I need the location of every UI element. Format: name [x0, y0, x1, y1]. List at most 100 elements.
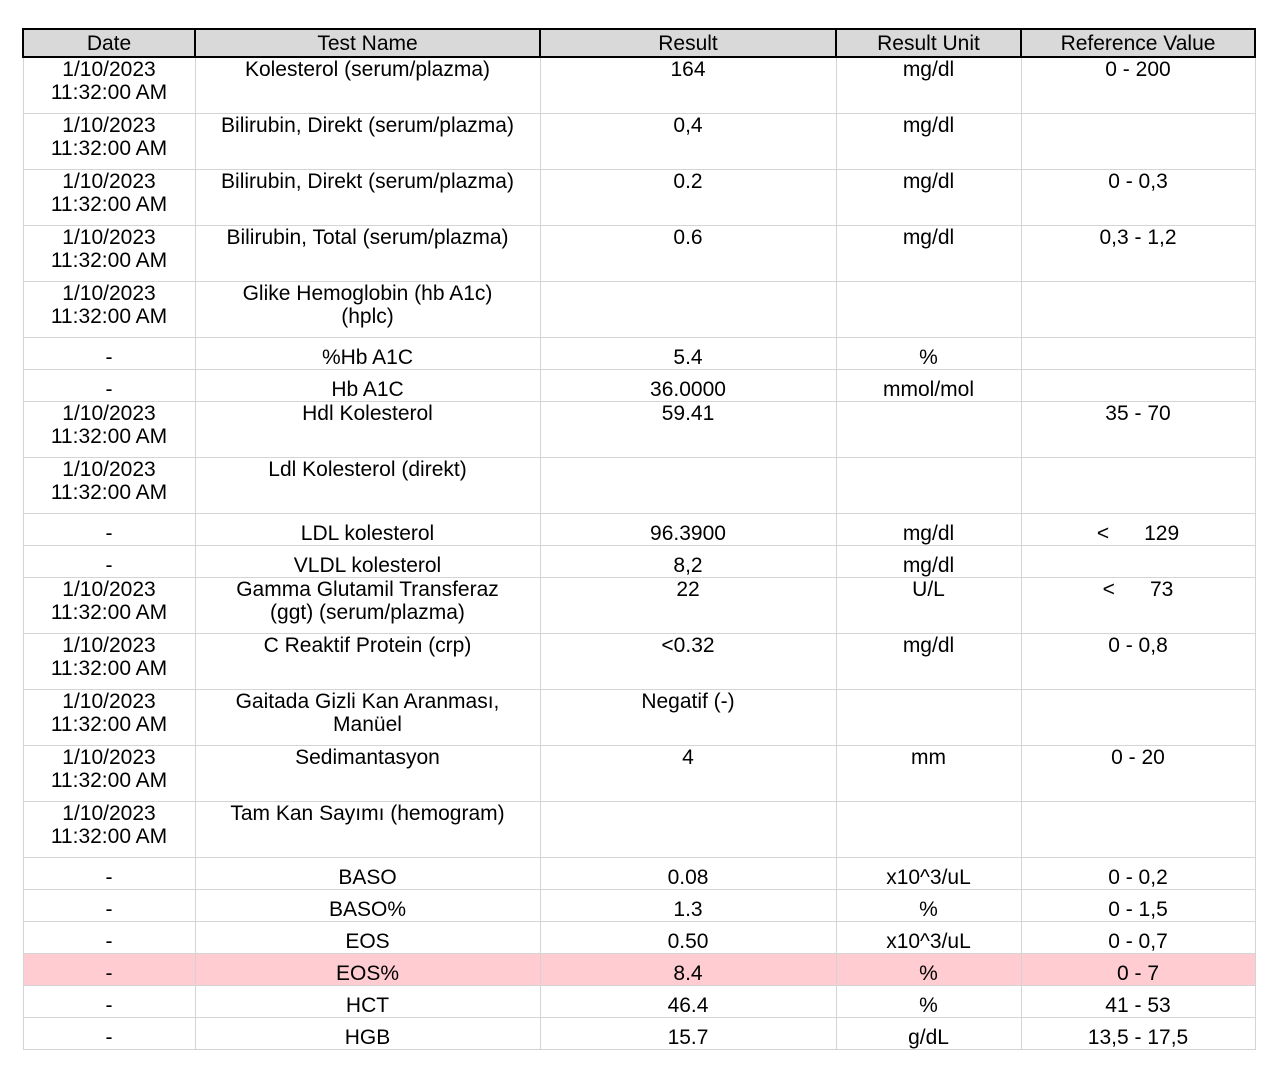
cell-result-unit: %	[835, 953, 1022, 986]
cell-test-name: Glike Hemoglobin (hb A1c) (hplc)	[194, 281, 541, 338]
table-row: - HCT 46.4% 41 - 53	[22, 985, 1256, 1018]
cell-date: -	[22, 985, 196, 1018]
cell-reference-value: 0 - 0,2	[1020, 857, 1256, 890]
cell-result: 8,2	[539, 545, 837, 578]
cell-result: 164	[539, 56, 837, 114]
cell-date: -	[22, 545, 196, 578]
column-header-test-name[interactable]: Test Name	[194, 28, 541, 58]
cell-result: 15.7	[539, 1017, 837, 1050]
cell-test-name: Bilirubin, Direkt (serum/plazma)	[194, 113, 541, 170]
column-header-reference-value[interactable]: Reference Value	[1020, 28, 1256, 58]
table-row: 1/10/2023 11:32:00 AM Glike Hemoglobin (h…	[22, 281, 1256, 338]
cell-test-name: HGB	[194, 1017, 541, 1050]
cell-date: 1/10/2023 11:32:00 AM	[22, 801, 196, 858]
cell-date: 1/10/2023 11:32:00 AM	[22, 745, 196, 802]
cell-test-name: Gaitada Gizli Kan Aranması, Manüel	[194, 689, 541, 746]
cell-reference-value	[1020, 689, 1256, 746]
table-row: - EOS 0.50 x10^3/uL 0 - 0,7	[22, 921, 1256, 954]
cell-result: 0,4	[539, 113, 837, 170]
cell-date: 1/10/2023 11:32:00 AM	[22, 225, 196, 282]
cell-result-unit	[835, 689, 1022, 746]
cell-date: -	[22, 921, 196, 954]
cell-date: -	[22, 337, 196, 370]
cell-result-unit: mm	[835, 745, 1022, 802]
cell-reference-value: 13,5 - 17,5	[1020, 1017, 1256, 1050]
cell-test-name: Ldl Kolesterol (direkt)	[194, 457, 541, 514]
cell-date: 1/10/2023 11:32:00 AM	[22, 56, 196, 114]
cell-reference-value: 35 - 70	[1020, 401, 1256, 458]
cell-date: -	[22, 369, 196, 402]
cell-date: -	[22, 953, 196, 986]
cell-result-unit: %	[835, 337, 1022, 370]
column-header-result[interactable]: Result	[539, 28, 837, 58]
cell-result-unit: %	[835, 889, 1022, 922]
cell-result-unit: mg/dl	[835, 56, 1022, 114]
cell-result-unit: mg/dl	[835, 545, 1022, 578]
table-row: - %Hb A1C 5.4%	[22, 337, 1256, 370]
cell-result: 36.0000	[539, 369, 837, 402]
cell-test-name: Hdl Kolesterol	[194, 401, 541, 458]
cell-reference-value: < 129	[1020, 513, 1256, 546]
cell-result: 4	[539, 745, 837, 802]
cell-reference-value	[1020, 801, 1256, 858]
cell-reference-value	[1020, 545, 1256, 578]
cell-result-unit: mg/dl	[835, 169, 1022, 226]
cell-reference-value: 0 - 200	[1020, 56, 1256, 114]
table-row: 1/10/2023 11:32:00 AM Gamma Glutamil Tran…	[22, 577, 1256, 634]
table-row: - HGB 15.7 g/dL 13,5 - 17,5	[22, 1017, 1256, 1050]
cell-date: 1/10/2023 11:32:00 AM	[22, 113, 196, 170]
column-header-result-unit[interactable]: Result Unit	[835, 28, 1022, 58]
cell-test-name: BASO	[194, 857, 541, 890]
cell-result-unit	[835, 281, 1022, 338]
cell-reference-value	[1020, 281, 1256, 338]
cell-result-unit	[835, 401, 1022, 458]
table-row: 1/10/2023 11:32:00 AM Hdl Kolesterol 59.41…	[22, 401, 1256, 458]
cell-result-unit: U/L	[835, 577, 1022, 634]
cell-test-name: Tam Kan Sayımı (hemogram)	[194, 801, 541, 858]
table-row: 1/10/2023 11:32:00 AM Bilirubin, Total (s…	[22, 225, 1256, 282]
cell-test-name: BASO%	[194, 889, 541, 922]
cell-result-unit: g/dL	[835, 1017, 1022, 1050]
cell-result: 1.3	[539, 889, 837, 922]
table-row: - LDL kolesterol 96.3900 mg/dl < 129	[22, 513, 1256, 546]
cell-result-unit	[835, 457, 1022, 514]
cell-result: 0.08	[539, 857, 837, 890]
table-row: - BASO% 1.3% 0 - 1,5	[22, 889, 1256, 922]
table-row: 1/10/2023 11:32:00 AM Kolesterol (serum/p…	[22, 56, 1256, 114]
cell-date: 1/10/2023 11:32:00 AM	[22, 457, 196, 514]
table-row: 1/10/2023 11:32:00 AM Ldl Kolesterol (dir…	[22, 457, 1256, 514]
cell-date: -	[22, 857, 196, 890]
table-row: - Hb A1C 36.0000 mmol/mol	[22, 369, 1256, 402]
cell-result: 96.3900	[539, 513, 837, 546]
column-header-date[interactable]: Date	[22, 28, 196, 58]
table-row: 1/10/2023 11:32:00 AM Sedimantasyon 4 mm 0 -…	[22, 745, 1256, 802]
cell-reference-value: 41 - 53	[1020, 985, 1256, 1018]
cell-date: 1/10/2023 11:32:00 AM	[22, 633, 196, 690]
header-row: Date Test Name Result Result Unit Refere…	[22, 28, 1256, 58]
cell-result	[539, 281, 837, 338]
cell-result: 0.6	[539, 225, 837, 282]
cell-test-name: %Hb A1C	[194, 337, 541, 370]
cell-reference-value: 0 - 1,5	[1020, 889, 1256, 922]
cell-test-name: C Reaktif Protein (crp)	[194, 633, 541, 690]
lab-results-table: Date Test Name Result Result Unit Refere…	[22, 28, 1256, 1050]
cell-reference-value: 0 - 0,8	[1020, 633, 1256, 690]
table-header: Date Test Name Result Result Unit Refere…	[22, 28, 1256, 58]
cell-reference-value: < 73	[1020, 577, 1256, 634]
cell-result-unit	[835, 801, 1022, 858]
cell-result-unit: x10^3/uL	[835, 857, 1022, 890]
cell-reference-value	[1020, 337, 1256, 370]
table-row-flagged: - EOS% 8.4% 0 - 7	[22, 953, 1256, 986]
cell-date: 1/10/2023 11:32:00 AM	[22, 577, 196, 634]
table-body: 1/10/2023 11:32:00 AM Kolesterol (serum/p…	[22, 56, 1256, 1050]
cell-result: 5.4	[539, 337, 837, 370]
cell-result-unit: mg/dl	[835, 633, 1022, 690]
cell-result: 59.41	[539, 401, 837, 458]
cell-test-name: VLDL kolesterol	[194, 545, 541, 578]
table-row: 1/10/2023 11:32:00 AM Bilirubin, Direkt (…	[22, 113, 1256, 170]
cell-reference-value: 0,3 - 1,2	[1020, 225, 1256, 282]
cell-test-name: HCT	[194, 985, 541, 1018]
cell-test-name: EOS	[194, 921, 541, 954]
table-row: - BASO 0.08 x10^3/uL 0 - 0,2	[22, 857, 1256, 890]
cell-date: -	[22, 513, 196, 546]
